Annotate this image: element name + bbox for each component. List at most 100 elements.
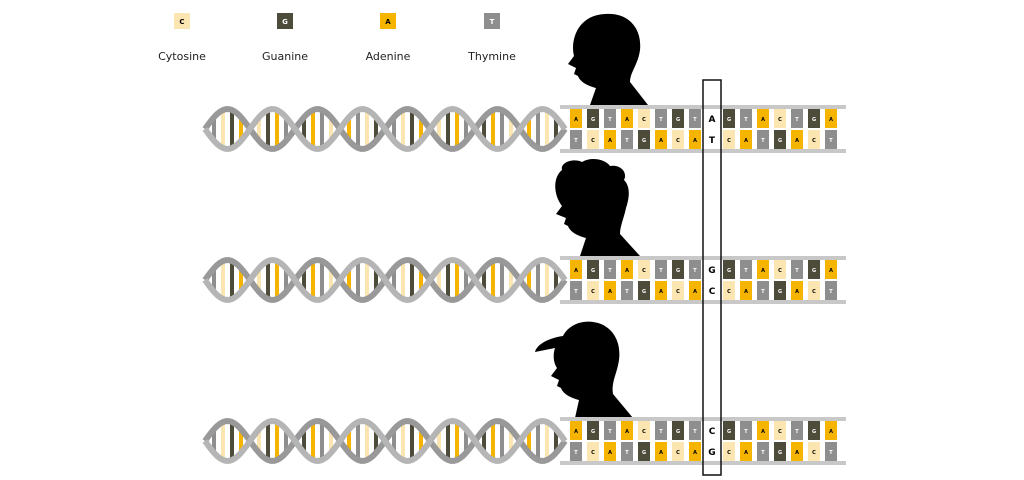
base-tile	[655, 260, 667, 279]
base-letter: C	[778, 268, 782, 274]
base-letter: C	[778, 429, 782, 435]
base-letter: G	[727, 429, 731, 435]
base-letter: A	[829, 268, 833, 274]
base-tile	[689, 130, 701, 149]
base-letter: T	[693, 268, 697, 274]
base-letter: C	[727, 289, 731, 295]
base-tile	[774, 130, 786, 149]
helix-backbone	[202, 106, 568, 152]
head-silhouette	[535, 321, 633, 418]
base-letter: T	[709, 136, 716, 146]
legend-label: Thymine	[467, 50, 516, 63]
base-letter: A	[761, 268, 765, 274]
helix-backbone	[202, 418, 568, 464]
base-tile	[740, 130, 752, 149]
base-tile	[638, 421, 650, 440]
base-tile	[723, 260, 735, 279]
base-tile	[757, 109, 769, 128]
base-letter: A	[659, 289, 663, 295]
base-letter: T	[829, 450, 833, 456]
base-letter: C	[676, 450, 680, 456]
helix-backbone	[202, 257, 568, 303]
base-letter: T	[625, 289, 629, 295]
base-letter: G	[676, 429, 680, 435]
base-letter: T	[744, 268, 748, 274]
legend-letter: A	[385, 18, 391, 26]
legend-label: Cytosine	[158, 50, 206, 63]
base-tile	[570, 421, 582, 440]
base-letter: C	[676, 289, 680, 295]
base-tile	[587, 130, 599, 149]
base-letter: G	[812, 117, 816, 123]
base-letter: G	[676, 117, 680, 123]
base-tile	[638, 260, 650, 279]
base-letter: C	[812, 289, 816, 295]
base-tile	[587, 260, 599, 279]
base-tile	[757, 281, 769, 300]
base-letter: T	[659, 429, 663, 435]
snp-highlight	[702, 79, 722, 476]
base-tile	[655, 281, 667, 300]
base-letter: T	[744, 429, 748, 435]
base-letter: G	[591, 429, 595, 435]
base-tile	[740, 260, 752, 279]
base-letter: G	[642, 289, 646, 295]
base-letter: A	[795, 138, 799, 144]
base-tile	[638, 130, 650, 149]
base-letter: A	[659, 138, 663, 144]
base-letter: A	[795, 450, 799, 456]
base-letter: G	[591, 268, 595, 274]
base-tile	[706, 421, 718, 440]
base-tile	[723, 421, 735, 440]
base-letter: G	[708, 266, 715, 276]
head-silhouette	[568, 13, 648, 105]
base-letter: T	[744, 117, 748, 123]
base-tile	[655, 130, 667, 149]
base-tile	[740, 421, 752, 440]
base-letter: A	[744, 138, 748, 144]
base-letter: A	[625, 429, 629, 435]
base-tile	[570, 109, 582, 128]
strands: A G T A C T G T A G T A C T G A T C A T G A C A T C A T G A C T A G T A C T G T…	[560, 105, 846, 465]
base-tile	[672, 260, 684, 279]
base-letter: T	[574, 138, 578, 144]
base-letter: C	[812, 138, 816, 144]
base-tile	[757, 421, 769, 440]
base-tile	[757, 260, 769, 279]
base-tile	[791, 421, 803, 440]
base-tile	[587, 421, 599, 440]
base-letter: A	[625, 268, 629, 274]
base-tile	[689, 421, 701, 440]
base-tile	[723, 281, 735, 300]
base-tile	[723, 442, 735, 461]
base-tile	[672, 442, 684, 461]
base-tile	[604, 109, 616, 128]
base-letter: T	[761, 289, 765, 295]
base-tile	[723, 130, 735, 149]
base-letter: A	[608, 450, 612, 456]
base-tile	[638, 109, 650, 128]
legend-letter: G	[282, 18, 288, 26]
base-tile	[825, 260, 837, 279]
base-tile	[604, 442, 616, 461]
base-tile	[706, 109, 718, 128]
base-tile	[740, 281, 752, 300]
base-tile	[808, 109, 820, 128]
base-tile	[774, 421, 786, 440]
base-letter: C	[642, 117, 646, 123]
helices	[202, 106, 568, 464]
base-letter: T	[693, 117, 697, 123]
base-letter: A	[761, 117, 765, 123]
base-letter: A	[608, 138, 612, 144]
base-letter: C	[591, 138, 595, 144]
base-letter: T	[608, 429, 612, 435]
base-letter: A	[574, 429, 578, 435]
base-tile	[621, 130, 633, 149]
base-letter: A	[693, 450, 697, 456]
base-letter: A	[829, 429, 833, 435]
base-letter: G	[778, 138, 782, 144]
base-tile	[655, 109, 667, 128]
base-tile	[621, 442, 633, 461]
base-tile	[672, 281, 684, 300]
base-letter: A	[709, 115, 716, 125]
